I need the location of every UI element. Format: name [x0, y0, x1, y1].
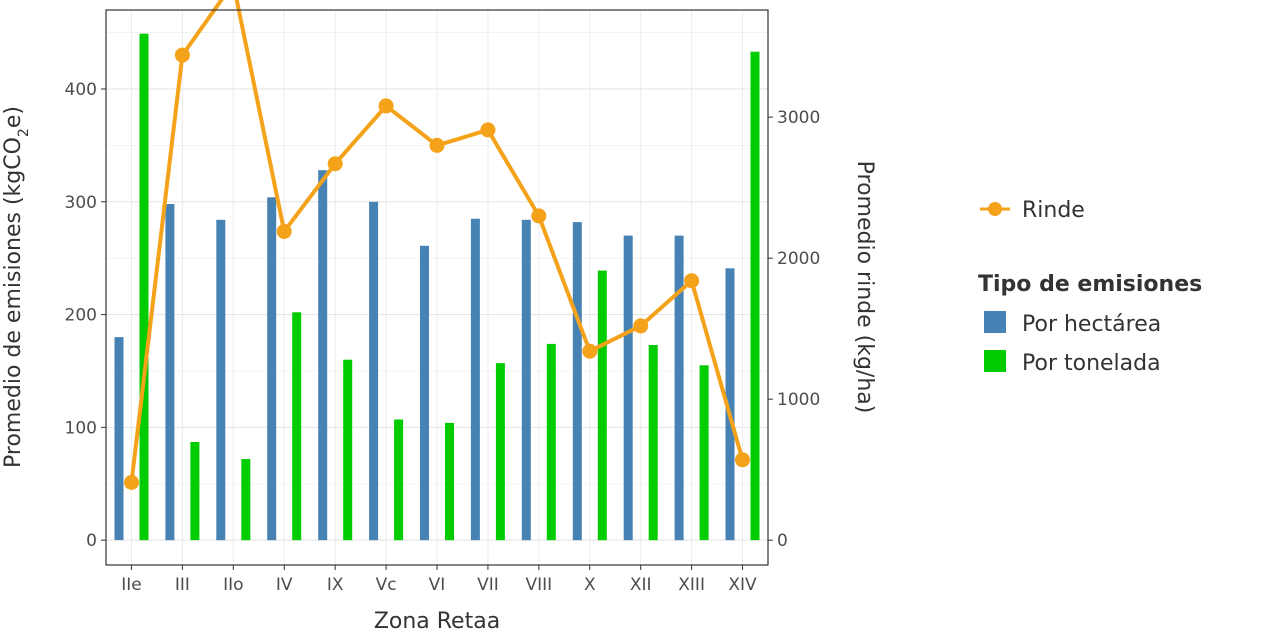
bar-por-tonelada-4 — [343, 359, 353, 541]
x-axis-title: Zona Retaa — [374, 609, 500, 634]
bar-por-hect-rea-6 — [420, 245, 429, 541]
bar-por-hect-rea-1 — [165, 204, 175, 541]
tick-label-x-XII: XII — [630, 575, 652, 595]
legend-swatch-por-tonelada — [984, 350, 1006, 372]
bar-por-tonelada-0 — [139, 33, 149, 541]
y-axis-left-title-sub: 2 — [16, 128, 32, 137]
y-axis-left-title: Promedio de emisiones (kgCO2e) — [1, 106, 32, 468]
rinde-point-12 — [735, 452, 750, 468]
ticks-x: IIe III IIo IV IX Vc VI VII VIII X XII XIII XIV — [121, 565, 757, 595]
line-layer — [124, 0, 750, 490]
tick-label-x-III: III — [175, 575, 190, 595]
legend: Rinde Tipo de emisiones Por hectárea Por… — [978, 198, 1202, 376]
tick-label-x-VIII: VIII — [526, 575, 553, 595]
rinde-point-8 — [531, 208, 547, 224]
legend-title: Tipo de emisiones — [978, 272, 1202, 297]
tick-label-x-XIII: XIII — [678, 575, 705, 595]
tick-label-left: 300 — [65, 193, 97, 213]
tick-label-x-Vc: Vc — [376, 575, 397, 595]
bar-por-hect-rea-5 — [369, 201, 379, 541]
rinde-point-7 — [480, 122, 496, 138]
tick-label-x-IV: IV — [276, 575, 293, 595]
tick-label-right: 3000 — [777, 108, 820, 128]
tick-label-left: 0 — [86, 531, 97, 551]
bar-por-tonelada-6 — [445, 422, 454, 541]
tick-label-right: 0 — [777, 531, 788, 551]
bar-por-hect-rea-4 — [318, 170, 328, 541]
bar-por-tonelada-11 — [699, 365, 709, 541]
rinde-point-0 — [124, 474, 139, 490]
bar-por-hect-rea-2 — [216, 219, 226, 541]
y-axis-left-title-end: e) — [1, 106, 26, 128]
bar-por-tonelada-9 — [597, 270, 607, 541]
bars — [114, 33, 760, 541]
bar-por-hect-rea-12 — [725, 268, 735, 541]
tick-label-left: 400 — [65, 80, 97, 100]
bar-por-tonelada-3 — [292, 312, 302, 541]
tick-label-x-IX: IX — [327, 575, 344, 595]
legend-line-marker — [988, 202, 1002, 216]
bar-por-tonelada-2 — [241, 459, 251, 541]
y-axis-left-title-main: Promedio de emisiones (kgCO — [1, 137, 26, 468]
legend-label-por-hectarea: Por hectárea — [1022, 312, 1161, 337]
tick-label-left: 100 — [65, 418, 97, 438]
rinde-point-4 — [327, 156, 343, 172]
tick-label-x-VII: VII — [477, 575, 499, 595]
bar-por-hect-rea-11 — [674, 235, 684, 541]
rinde-point-5 — [378, 98, 394, 114]
bar-por-hect-rea-8 — [521, 219, 531, 541]
rinde-point-6 — [429, 137, 445, 153]
tick-label-right: 2000 — [777, 249, 820, 269]
bar-por-tonelada-10 — [648, 345, 658, 541]
rinde-point-10 — [633, 318, 649, 334]
tick-label-x-X: X — [584, 575, 596, 595]
tick-label-x-IIe: IIe — [121, 575, 142, 595]
bar-por-tonelada-5 — [394, 419, 404, 541]
bar-por-hect-rea-3 — [267, 197, 277, 541]
bar-por-hect-rea-7 — [470, 218, 480, 541]
bar-por-hect-rea-0 — [114, 337, 124, 541]
tick-label-x-IIo: IIo — [223, 575, 243, 595]
bar-por-tonelada-7 — [495, 363, 505, 541]
tick-label-x-XIV: XIV — [728, 575, 757, 595]
tick-label-right: 1000 — [777, 390, 820, 410]
rinde-point-11 — [684, 273, 700, 289]
tick-label-x-VI: VI — [429, 575, 446, 595]
bar-por-tonelada-12 — [750, 51, 760, 541]
rinde-point-9 — [582, 343, 598, 359]
rinde-point-3 — [276, 223, 292, 239]
bar-por-tonelada-8 — [546, 343, 556, 541]
y-axis-right-title: Promedio rinde (kg/ha) — [852, 161, 877, 414]
ticks-left: 0 100 200 300 400 — [65, 80, 106, 551]
ticks-right: 01000200030004000 — [768, 108, 820, 551]
bar-por-hect-rea-9 — [572, 222, 582, 541]
rinde-point-1 — [174, 47, 190, 63]
legend-swatch-por-hectarea — [984, 311, 1006, 333]
legend-line-label: Rinde — [1022, 198, 1085, 223]
bar-por-hect-rea-10 — [623, 235, 633, 541]
tick-label-left: 200 — [65, 306, 97, 326]
legend-label-por-tonelada: Por tonelada — [1022, 351, 1161, 376]
bar-por-tonelada-1 — [190, 442, 200, 541]
